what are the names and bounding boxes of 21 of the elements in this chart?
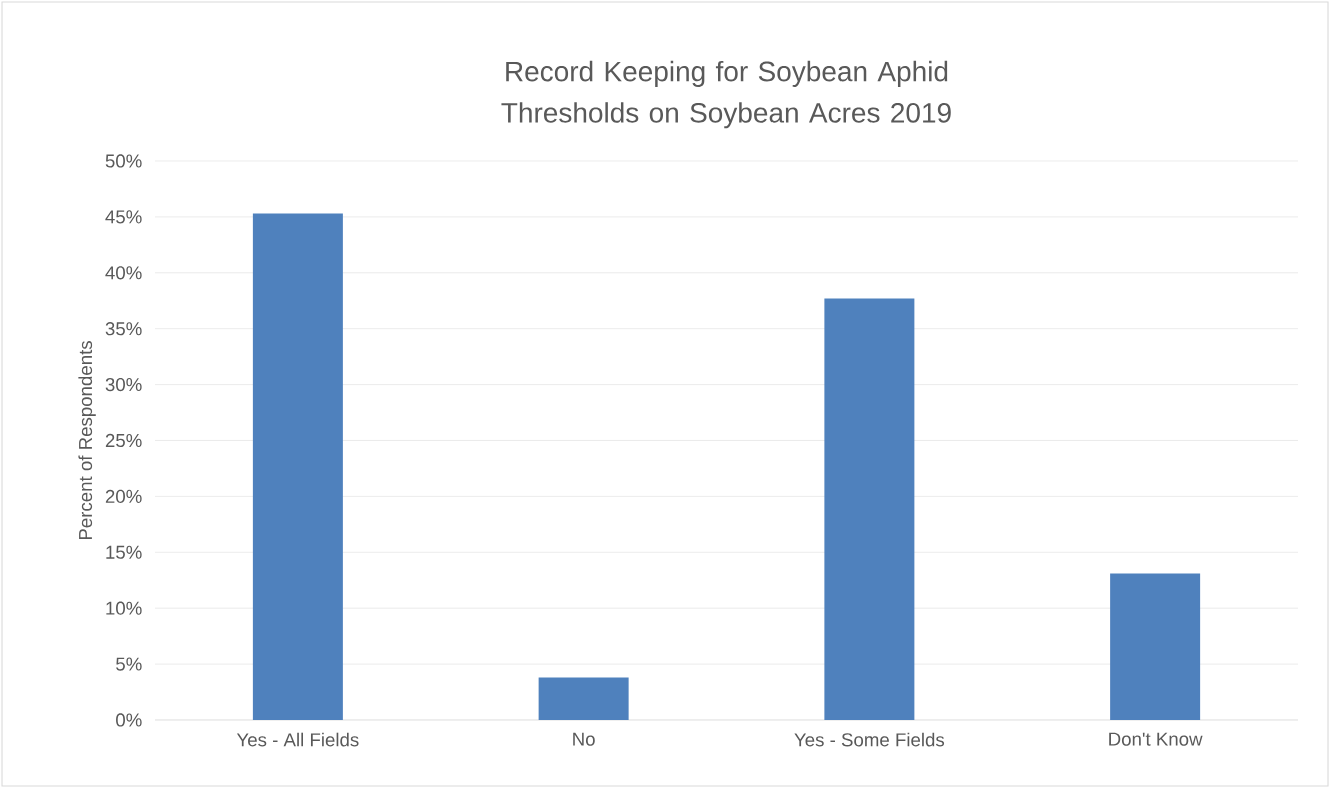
bar <box>538 677 629 720</box>
x-tick-label: Yes - All Fields <box>236 732 359 747</box>
x-tick-label: No <box>573 732 595 746</box>
bar <box>1110 573 1201 720</box>
x-tick-label: Yes - Some Fields <box>794 732 945 747</box>
chart-title: Record Keeping for Soybean Aphid Thresholds on Soybean Acres 2019 <box>501 60 951 129</box>
y-tick-label: 50% <box>105 154 142 168</box>
y-tick-label: 15% <box>106 545 142 559</box>
y-tick-label: 40% <box>105 266 142 280</box>
y-tick-label: 5% <box>116 657 142 671</box>
y-tick-label: 25% <box>105 433 142 448</box>
y-tick-label: 35% <box>105 322 142 336</box>
bar <box>824 298 915 720</box>
y-tick-label: 10% <box>106 601 142 615</box>
y-tick-label: 20% <box>105 489 142 503</box>
y-tick-label: 0% <box>116 713 142 727</box>
y-tick-label: 30% <box>105 377 142 392</box>
y-axis-title: Percent of Respondents <box>78 341 96 540</box>
y-tick-label: 45% <box>105 210 142 224</box>
x-tick-label: Don't Know <box>1109 732 1203 746</box>
bar <box>252 213 343 720</box>
